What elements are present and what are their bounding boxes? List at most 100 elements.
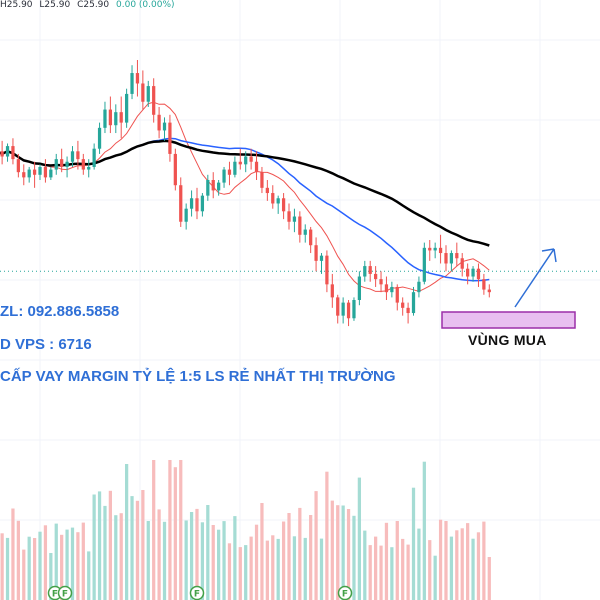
volume-bar [449,536,454,600]
candle [173,148,177,191]
candle [238,148,242,170]
candle [428,240,432,261]
volume-bar [27,536,31,600]
event-marker: F [337,585,353,600]
ma-slow-line [0,139,490,247]
candle [455,242,459,267]
candle-body [471,268,475,277]
volume-bar [200,522,205,600]
candle-body [298,216,302,235]
buy-zone-box[interactable] [441,311,576,329]
volume-bar [103,505,107,600]
candle-body [401,302,405,308]
volume-bar [395,521,399,600]
candle [54,153,58,175]
candle-body [141,83,145,102]
volume-bar [373,536,378,600]
candle [60,148,64,173]
volume-bar [487,557,491,600]
volume-bar [60,534,64,600]
volume-bar [38,531,42,600]
candle-body [249,156,253,162]
candle [152,78,156,123]
candle [179,177,183,227]
volume-bars [0,460,491,600]
ohlc-low: L25.90 [39,0,71,10]
candle-body [406,307,410,314]
candle-body [352,300,356,319]
candle [119,96,123,139]
candle-body [428,247,432,251]
candle-body [363,266,367,277]
volume-bar [152,460,156,600]
arrow-head [541,248,557,263]
volume-bar [276,538,280,600]
candle-body [217,182,221,191]
candle [265,180,269,201]
candle-body [70,151,75,162]
volume-bar [76,532,80,600]
candle-body [487,289,491,293]
candle-body [179,185,183,222]
volume-bar [319,538,324,600]
volume-bar [471,538,475,600]
candle [357,271,362,306]
candle-body [168,122,172,154]
candle [368,260,372,282]
volume-bar [124,464,129,600]
candle [141,70,145,110]
event-marker: F [189,585,205,600]
candle-body [97,127,102,149]
candle [32,161,37,188]
moving-averages [0,101,490,292]
candle [444,245,448,272]
candle-body [11,146,15,160]
candle [81,153,85,175]
candle [76,140,80,170]
volume-bar [325,471,329,600]
candle [49,166,53,180]
candle [314,237,318,272]
candle-body [195,198,199,212]
volume-bar [130,496,134,600]
volume-bar [476,532,481,600]
candle-body [184,208,188,222]
event-marker: F [57,585,73,600]
candle-body [373,273,378,280]
volume-bar [346,509,351,600]
candle [449,250,454,272]
volume-bar [54,523,58,600]
candle [5,143,10,162]
candle-body [108,109,113,126]
candle-body [433,247,437,251]
candle-body [227,169,232,175]
volume-bar [238,547,242,600]
volume-bar [330,500,334,600]
volume-bar [281,521,286,600]
volume-bar [189,512,194,600]
candle [325,250,329,293]
candle-body [265,187,269,194]
volume-bar [119,513,123,600]
candle [124,88,129,128]
candle [87,159,91,178]
candle [27,166,31,183]
volume-bar [70,527,75,600]
candle [401,297,405,316]
candle-body [438,247,443,254]
volume-bar [260,503,264,600]
candle-body [395,286,399,303]
volume-bar [466,523,470,600]
candlestick-series[interactable] [0,60,491,327]
candle [184,203,188,230]
volume-bar [482,521,486,600]
candle [103,101,107,134]
event-marker-label: F [62,590,68,600]
candle [319,253,324,274]
candle-body [43,166,48,178]
volume-bar [352,515,356,600]
candle-body [336,297,340,316]
projection-arrow[interactable] [514,248,557,308]
candle [162,117,167,141]
